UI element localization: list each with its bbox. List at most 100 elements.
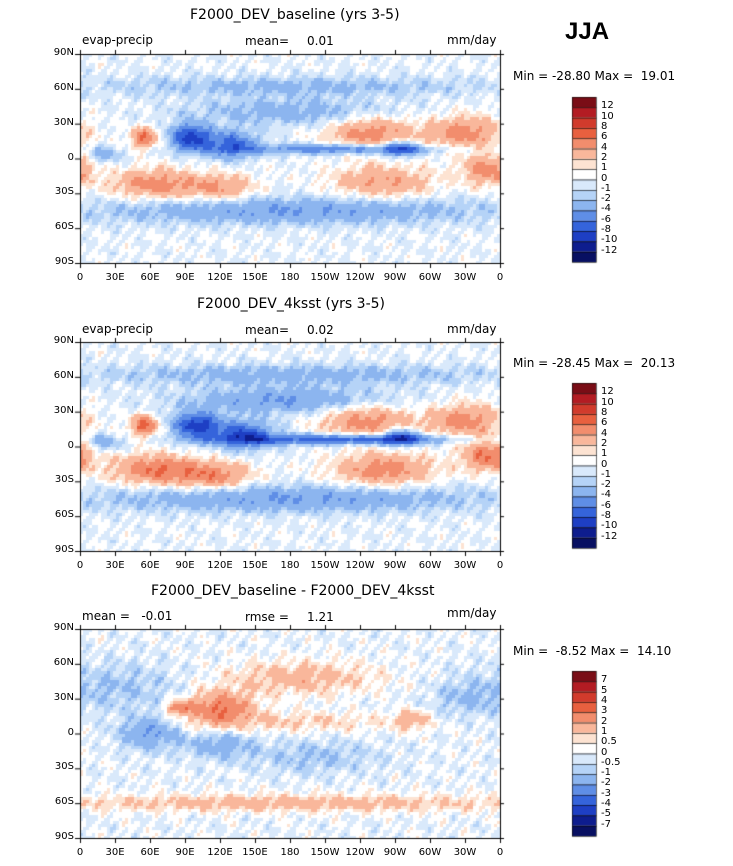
x-tick-label: 60E (140, 847, 160, 858)
x-tick-label: 180 (280, 847, 300, 858)
panel-1-variable-label: evap-precip (82, 33, 154, 47)
colorbar-label: 4 (601, 427, 608, 439)
panel-1-mean-value: 0.01 (307, 34, 334, 48)
colorbar-label: -4 (601, 798, 611, 810)
colorbar-label: -6 (601, 213, 611, 225)
y-tick-label: 30N (53, 691, 74, 703)
colorbar-label: 1 (601, 725, 608, 737)
x-tick-label: 150E (242, 272, 268, 283)
colorbar-label: -4 (601, 203, 611, 215)
x-tick-label: 60W (418, 847, 442, 858)
colorbar-label: -7 (601, 818, 611, 830)
panel-2-mean-value: 0.02 (307, 323, 334, 337)
colorbar-label: -12 (601, 530, 618, 542)
x-tick-label: 180 (280, 560, 300, 571)
panel-1-title: F2000_DEV_baseline (yrs 3-5) (190, 7, 400, 23)
colorbar-label: 8 (601, 120, 608, 132)
x-tick-label: 60E (140, 560, 160, 571)
colorbar-label: 2 (601, 437, 608, 449)
colorbar-label: 8 (601, 406, 608, 418)
y-tick-label: 30N (53, 404, 74, 416)
x-tick-label: 120E (207, 560, 233, 571)
colorbar-label: 0 (601, 458, 608, 470)
colorbar-label: 12 (601, 386, 614, 398)
colorbar-label: -3 (601, 787, 611, 799)
x-tick-label: 30E (105, 272, 125, 283)
x-tick-label: 90E (175, 560, 195, 571)
y-tick-label: 30S (54, 474, 74, 486)
x-tick-label: 0 (76, 847, 84, 858)
panel-3-rmse-label: rmse = (245, 610, 289, 624)
x-tick-label: 90E (175, 272, 195, 283)
colorbar-label: -1 (601, 468, 611, 480)
x-tick-label: 120W (345, 272, 375, 283)
x-tick-label: 0 (496, 847, 504, 858)
colorbar-label: 3 (601, 705, 608, 717)
y-tick-label: 60S (54, 796, 74, 808)
y-tick-label: 60N (53, 369, 74, 381)
x-tick-label: 60E (140, 272, 160, 283)
x-tick-label: 0 (76, 272, 84, 283)
x-tick-label: 90E (175, 847, 195, 858)
y-tick-label: 90S (54, 544, 74, 555)
colorbar-label: -1 (601, 182, 611, 194)
panel-2-variable-label: evap-precip (82, 322, 154, 336)
x-tick-label: 150E (242, 560, 268, 571)
colorbar-label: 0 (601, 172, 608, 184)
colorbar-label: 2 (601, 151, 608, 163)
x-tick-label: 0 (76, 560, 84, 571)
colorbar-label: 10 (601, 396, 614, 408)
panel-2-title: F2000_DEV_4ksst (yrs 3-5) (197, 296, 386, 312)
panel-3-mean-label: mean = -0.01 (82, 609, 173, 623)
colorbar-label: 1 (601, 162, 608, 174)
colorbar-label: 1 (601, 448, 608, 460)
x-tick-label: 0 (496, 560, 504, 571)
x-tick-label: 120E (207, 272, 233, 283)
x-tick-label: 30E (105, 560, 125, 571)
panel-2-mean-label: mean= (245, 323, 290, 337)
x-tick-label: 30W (453, 560, 477, 571)
y-tick-label: 60N (53, 656, 74, 668)
panel-2-units: mm/day (447, 322, 497, 336)
x-tick-label: 120W (345, 560, 375, 571)
panel-1-mean-label: mean= (245, 34, 290, 48)
panel-2-minmax: Min = -28.45 Max = 20.13 (513, 356, 676, 370)
x-tick-label: 60W (418, 272, 442, 283)
y-tick-label: 30S (54, 186, 74, 198)
colorbar-label: 5 (601, 684, 608, 696)
y-tick-label: 0 (67, 726, 74, 738)
colorbar-label: 6 (601, 131, 608, 143)
y-tick-label: 90S (54, 831, 74, 842)
x-tick-label: 150E (242, 847, 268, 858)
y-tick-label: 60N (53, 81, 74, 93)
colorbar-label: 0.5 (601, 736, 617, 748)
colorbar-label: 12 (601, 100, 614, 112)
colorbar-label: -2 (601, 193, 611, 205)
y-tick-label: 90N (53, 47, 74, 58)
colorbar-label: 7 (601, 674, 608, 686)
y-tick-label: 60S (54, 509, 74, 521)
y-tick-label: 90S (54, 256, 74, 267)
colorbar-label: 0 (601, 746, 608, 758)
x-tick-label: 150W (310, 560, 340, 571)
colorbar-label: -2 (601, 777, 611, 789)
colorbar-label: 2 (601, 715, 608, 727)
x-tick-label: 90W (383, 560, 407, 571)
colorbar-label: -2 (601, 479, 611, 491)
colorbar-label: -10 (601, 234, 618, 246)
colorbar-label: 4 (601, 694, 608, 706)
x-tick-label: 60W (418, 560, 442, 571)
colorbar-label: 10 (601, 110, 614, 122)
colorbar-label: -8 (601, 510, 611, 522)
panel-3-minmax: Min = -8.52 Max = 14.10 (513, 644, 672, 658)
y-tick-label: 90N (53, 622, 74, 633)
y-tick-label: 30S (54, 761, 74, 773)
colorbar-label: -10 (601, 520, 618, 532)
colorbar-label: -1 (601, 767, 611, 779)
x-tick-label: 180 (280, 272, 300, 283)
panel-3-units: mm/day (447, 606, 497, 620)
colorbar-label: 6 (601, 417, 608, 429)
x-tick-label: 90W (383, 847, 407, 858)
x-tick-label: 30E (105, 847, 125, 858)
